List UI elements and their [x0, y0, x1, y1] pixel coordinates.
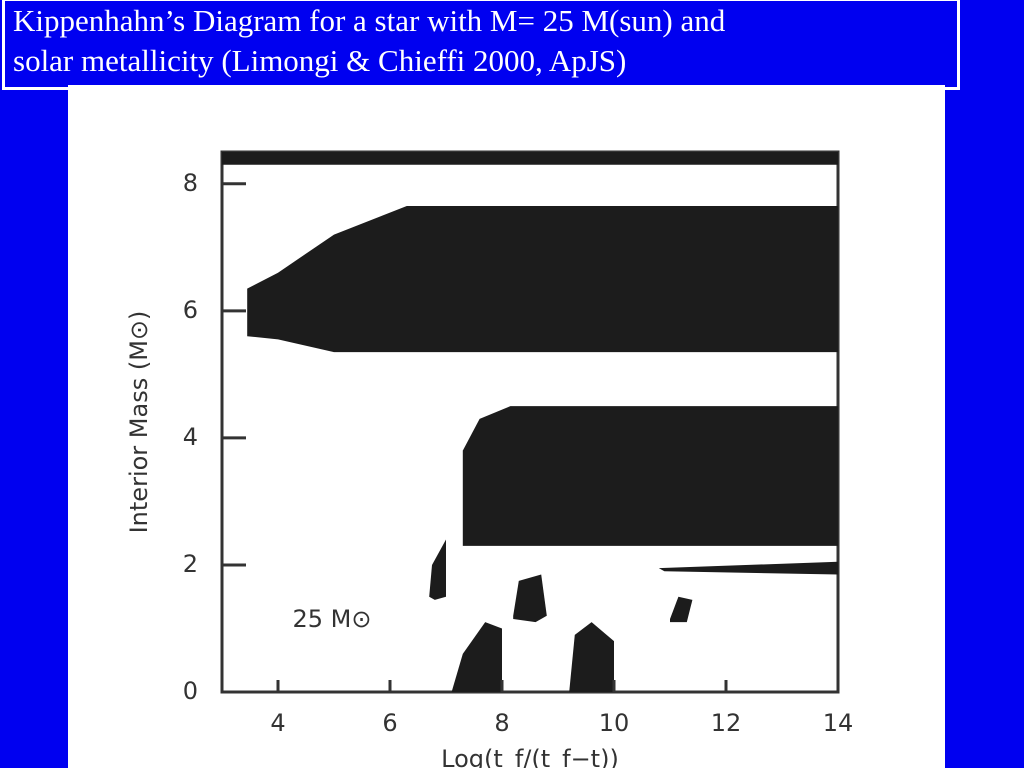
x-tick-label: 6 [382, 709, 397, 737]
x-tick-label: 14 [823, 709, 854, 737]
x-tick-label: 12 [711, 709, 742, 737]
convective-region [569, 622, 614, 692]
convective-region [222, 152, 838, 165]
y-tick-label: 2 [183, 550, 198, 578]
convective-region [451, 622, 502, 692]
x-tick-label: 10 [599, 709, 630, 737]
convective-region [658, 561, 838, 575]
y-axis-label: Interior Mass (M⊙) [125, 311, 153, 534]
convective-region [513, 574, 547, 623]
convective-region [462, 406, 838, 546]
convective-region [429, 539, 446, 600]
y-tick-label: 4 [183, 423, 198, 451]
x-axis-label: Log(t_f/(t_f−t)) [441, 745, 619, 768]
y-tick-label: 8 [183, 169, 198, 197]
x-tick-label: 4 [270, 709, 285, 737]
convective-region [670, 596, 693, 623]
x-tick-label: 8 [494, 709, 509, 737]
title-line: Kippenhahn’s Diagram for a star with M= … [13, 3, 726, 38]
title-line: solar metallicity (Limongi & Chieffi 200… [13, 43, 627, 78]
y-tick-label: 0 [183, 677, 198, 705]
y-tick-label: 6 [183, 296, 198, 324]
title-box: Kippenhahn’s Diagram for a star with M= … [2, 0, 960, 90]
convective-region [247, 206, 838, 353]
annotation: 25 M⊙ [293, 605, 372, 633]
